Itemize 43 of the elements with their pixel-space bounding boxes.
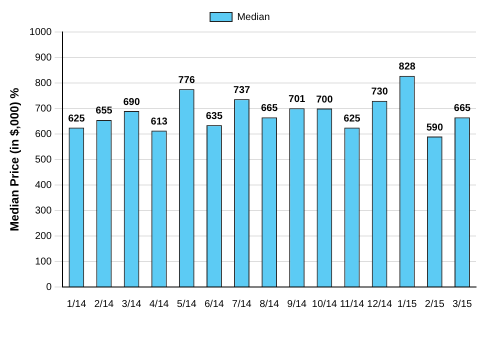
y-tick-label: 900 xyxy=(34,52,52,64)
y-axis-title: Median Price (in $,000) % xyxy=(8,87,22,232)
data-label: 737 xyxy=(233,84,251,96)
y-tick-label: 200 xyxy=(34,230,52,242)
data-label: 665 xyxy=(454,103,471,114)
x-tick-label: 1/14 xyxy=(66,298,87,310)
y-tick-label: 600 xyxy=(34,128,52,140)
data-label: 613 xyxy=(150,116,168,128)
y-tick-label: 400 xyxy=(34,180,52,191)
legend-label: Median xyxy=(237,12,270,23)
data-label: 730 xyxy=(371,86,388,98)
y-tick-label: 700 xyxy=(34,103,52,114)
y-tick-label: 0 xyxy=(46,282,52,293)
y-tick-label: 300 xyxy=(34,205,52,216)
data-label: 625 xyxy=(68,113,86,124)
data-label: 635 xyxy=(206,110,223,122)
data-label: 665 xyxy=(260,103,278,114)
data-label: 625 xyxy=(344,113,361,124)
x-tick-label: 11/14 xyxy=(340,298,365,310)
x-tick-label: 5/14 xyxy=(176,298,197,310)
data-label: 776 xyxy=(178,74,196,86)
x-tick-label: 9/14 xyxy=(287,298,308,310)
x-tick-label: 10/14 xyxy=(312,298,338,310)
data-label: 700 xyxy=(316,94,334,106)
x-tick-label: 12/14 xyxy=(367,298,392,310)
data-label: 590 xyxy=(426,122,444,134)
data-label: 690 xyxy=(123,96,140,108)
x-tick-label: 3/14 xyxy=(122,298,142,310)
data-label: 828 xyxy=(398,62,416,73)
x-tick-label: 6/14 xyxy=(204,298,224,310)
x-tick-label: 1/15 xyxy=(397,298,418,310)
x-tick-label: 7/14 xyxy=(232,298,252,310)
x-tick-label: 2/14 xyxy=(94,298,114,310)
x-tick-label: 2/15 xyxy=(424,298,445,310)
y-tick-label: 100 xyxy=(34,256,52,268)
x-tick-label: 4/14 xyxy=(149,298,170,310)
y-tick-label: 500 xyxy=(34,154,52,166)
y-tick-label: 1000 xyxy=(29,26,52,38)
data-label: 701 xyxy=(288,94,306,105)
data-label: 655 xyxy=(96,106,113,117)
y-tick-label: 800 xyxy=(34,78,52,89)
x-tick-label: 3/15 xyxy=(452,298,472,310)
x-tick-label: 8/14 xyxy=(260,298,280,310)
